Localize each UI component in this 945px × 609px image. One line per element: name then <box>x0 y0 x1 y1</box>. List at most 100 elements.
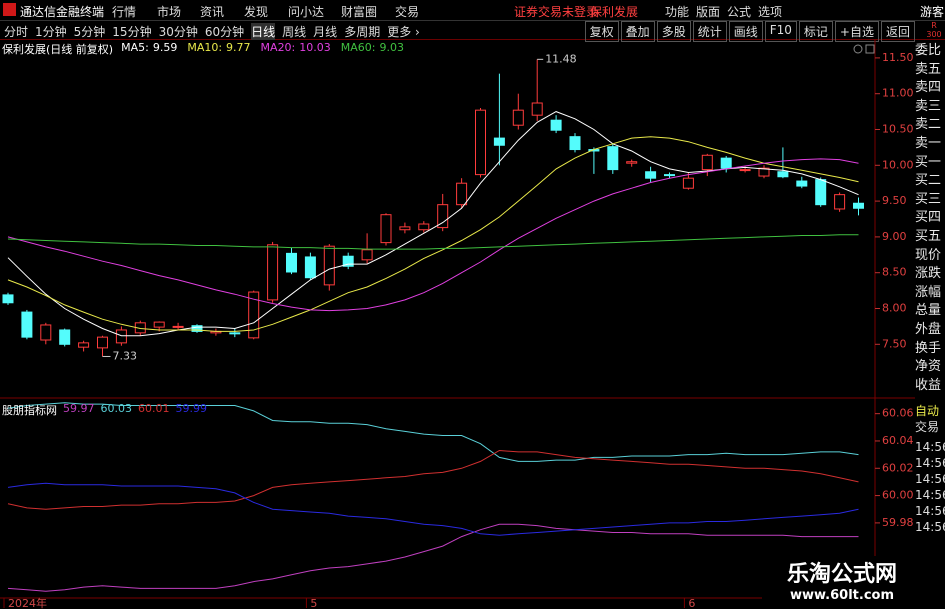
candle-body <box>191 325 203 332</box>
candle-body <box>815 179 827 206</box>
menu-item[interactable]: 市场 <box>157 5 182 19</box>
indicator-title: 股朋指标网 <box>2 404 57 417</box>
menu-item[interactable]: 资讯 <box>200 5 225 19</box>
candle-body <box>399 226 411 231</box>
ma-line <box>7 111 859 337</box>
quote-label: 现价 <box>915 247 942 263</box>
icon[interactable] <box>853 44 863 54</box>
legend-value: 59.97 <box>63 402 95 415</box>
period-tab[interactable]: 日线 <box>251 23 276 40</box>
candle-body <box>834 194 846 210</box>
legend-value: 9.77 <box>226 41 251 54</box>
candle-body <box>78 342 90 348</box>
y-tick-label: 11.50 <box>882 51 914 64</box>
candle-body <box>758 167 770 177</box>
candle-body <box>286 252 297 273</box>
quote-label: 净资 <box>915 359 942 375</box>
y-tick-label: 60.02 <box>882 461 914 474</box>
period-tab[interactable]: 月线 <box>313 25 338 39</box>
candle-body <box>456 182 468 206</box>
candle-body <box>229 332 241 335</box>
tool-button[interactable]: 多股 <box>656 21 691 42</box>
legend-value: 60.03 <box>100 402 133 415</box>
y-tick-label: 8.00 <box>882 302 907 315</box>
menu-item[interactable]: 公式 <box>727 5 752 19</box>
period-tab[interactable]: 60分钟 <box>204 25 245 39</box>
period-tab[interactable]: 5分钟 <box>73 25 106 39</box>
quote-label: 买二 <box>915 173 942 189</box>
chart-title: 保利发展(日线 前复权) <box>2 43 114 56</box>
y-tick-label: 11.00 <box>882 87 914 100</box>
period-tab[interactable]: 分时 <box>4 25 29 39</box>
annotation: 11.48 <box>545 52 577 65</box>
quote-label: 委比 <box>915 43 942 58</box>
tool-button[interactable]: 返回 <box>880 21 915 42</box>
menu-item[interactable]: 版面 <box>696 5 721 19</box>
user[interactable]: 游客 <box>920 5 945 19</box>
legend-name: MA5: <box>121 41 149 54</box>
indicator-line <box>7 523 859 592</box>
legend-name: MA60: <box>340 41 376 54</box>
tool-button[interactable]: +自选 <box>834 21 879 42</box>
x-tick-label: 5 <box>310 597 317 609</box>
tool-buttons: 复权 叠加 多股 统计 画线 F10 标记 +自选 返回 <box>583 21 915 42</box>
quote-label: 卖二 <box>915 117 942 133</box>
tool-button[interactable]: 叠加 <box>620 21 655 42</box>
candle-body <box>531 102 543 116</box>
candle-body <box>645 171 657 179</box>
period-tab[interactable]: 1分钟 <box>35 25 67 39</box>
trade-time: 14:56 <box>915 472 945 486</box>
legend-value: 9.59 <box>152 41 178 54</box>
tool-button[interactable]: 标记 <box>798 21 833 42</box>
y-tick-label: 10.50 <box>882 123 914 136</box>
menu-item[interactable]: 发现 <box>244 5 269 19</box>
trade-header: 交易 <box>915 420 940 434</box>
indicator-line <box>7 449 859 510</box>
candle-body <box>59 329 71 345</box>
candle-body <box>437 204 449 229</box>
menu-item[interactable]: 选项 <box>758 5 783 19</box>
menu-item[interactable]: 功能 <box>665 5 690 19</box>
menu-item[interactable]: 行情 <box>112 5 137 19</box>
tool-button[interactable]: F10 <box>764 21 797 42</box>
tool-button[interactable]: 画线 <box>728 21 763 42</box>
menu-item[interactable]: 财富圈 <box>341 5 378 19</box>
candle-body <box>777 171 789 178</box>
candle-body <box>682 177 694 189</box>
y-tick-label: 60.04 <box>882 434 914 447</box>
candle-body <box>626 161 638 164</box>
annotation: 7.33 <box>113 349 138 362</box>
ma-line <box>7 158 859 312</box>
side-panel: 委比 卖五 卖四 卖三 卖二 卖一 买一 买二 买三 买四 买五 现价 涨跌 涨幅 总量 外盘 换手 净资 收益 <box>915 42 945 395</box>
x-tick-label: 6 <box>688 597 695 609</box>
candle-body <box>115 329 127 344</box>
logo <box>3 3 16 16</box>
period-tabs: 分时 1分钟 5分钟 15分钟 30分钟 60分钟 日线 周线 月线 多周期 更多 › <box>4 23 420 40</box>
icon[interactable] <box>865 44 875 54</box>
candle-body <box>569 136 581 151</box>
candle-body <box>550 119 562 131</box>
tool-button[interactable]: 统计 <box>692 21 727 42</box>
quote-label: 卖四 <box>915 80 942 96</box>
quote-label: 外盘 <box>915 321 942 337</box>
stock-name[interactable]: 保利发展 <box>590 5 639 19</box>
menu-item[interactable]: 交易 <box>395 5 420 19</box>
candle-body <box>342 255 354 267</box>
watermark-title: 乐淘公式网 <box>786 562 897 587</box>
period-tab[interactable]: 30分钟 <box>158 25 198 39</box>
candle-body <box>153 321 165 328</box>
period-tab[interactable]: 周线 <box>282 25 307 39</box>
candle-body <box>97 336 108 349</box>
app-name: 通达信金融终端 <box>20 5 105 19</box>
candle-body <box>323 245 335 286</box>
tool-button[interactable]: 复权 <box>584 21 619 42</box>
quote-label: 总量 <box>915 303 942 319</box>
trade-time: 14:56 <box>915 520 945 534</box>
period-tab[interactable]: 15分钟 <box>112 25 152 39</box>
period-tab[interactable]: 更多 › <box>387 25 420 39</box>
period-tab[interactable]: 多周期 <box>344 25 381 39</box>
y-tick-label: 7.50 <box>882 337 907 350</box>
menu-item[interactable]: 问小达 <box>288 5 325 19</box>
candle-body <box>267 244 279 301</box>
quote-label: 收益 <box>915 377 942 393</box>
